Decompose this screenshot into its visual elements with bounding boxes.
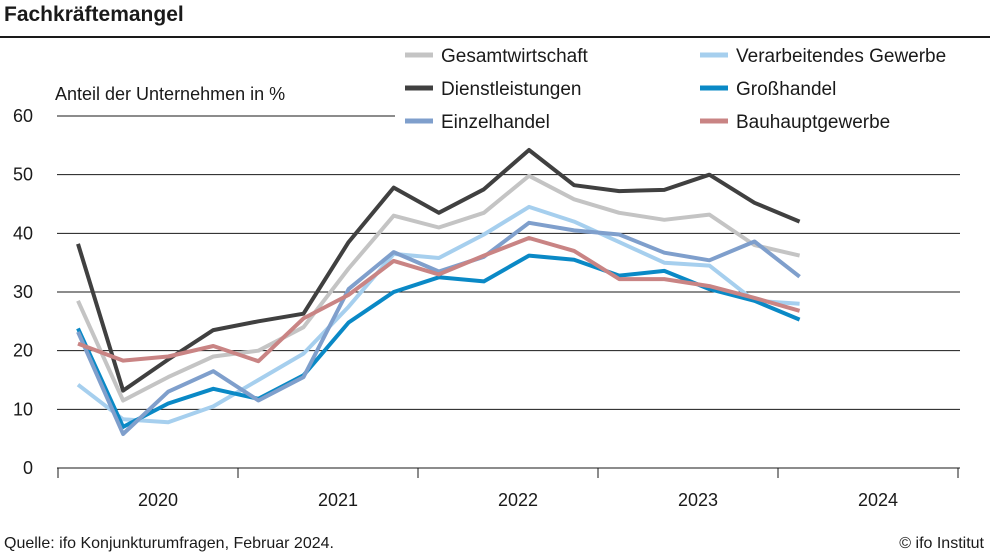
legend-label: Verarbeitendes Gewerbe — [736, 46, 946, 67]
legend-label: Großhandel — [736, 79, 836, 100]
legend-label: Einzelhandel — [441, 112, 550, 133]
source-note: Quelle: ifo Konjunkturumfragen, Februar … — [4, 535, 334, 552]
legend-label: Bauhauptgewerbe — [736, 112, 890, 133]
copyright-note: © ifo Institut — [899, 535, 984, 552]
y-axis-ticks: 0 10 20 30 40 50 60 — [13, 106, 33, 478]
chart-title: Fachkräftemangel — [4, 3, 184, 26]
y-tick-label: 30 — [13, 282, 33, 302]
y-tick-label: 60 — [13, 106, 33, 126]
y-tick-label: 50 — [13, 165, 33, 185]
line-chart: 0 10 20 30 40 50 60 2020 2021 2022 2023 2024 Gesam… — [13, 46, 960, 510]
series-line-verarbeitendes-gewerbe — [76, 204, 800, 425]
series-line-gesamtwirtschaft — [76, 173, 801, 403]
series-line-großhandel — [76, 253, 801, 429]
y-tick-label: 10 — [13, 399, 33, 419]
series-line-einzelhandel — [76, 220, 801, 436]
x-axis: 2020 2021 2022 2023 2024 — [57, 468, 959, 510]
y-tick-label: 0 — [23, 458, 33, 478]
legend-label: Dienstleistungen — [441, 79, 581, 100]
series-line-bauhauptgewerbe — [77, 236, 801, 364]
legend-label: Gesamtwirtschaft — [441, 46, 588, 67]
y-axis-label: Anteil der Unternehmen in % — [55, 84, 285, 104]
y-tick-label: 40 — [13, 223, 33, 243]
x-tick-label: 2024 — [858, 490, 898, 510]
series-line-dienstleistungen — [76, 148, 801, 393]
x-tick-label: 2020 — [138, 490, 178, 510]
x-tick-label: 2021 — [318, 490, 358, 510]
legend: Gesamtwirtschaft Verarbeitendes Gewerbe Di… — [405, 46, 946, 133]
title-divider — [0, 36, 990, 38]
series-lines — [76, 148, 801, 436]
y-tick-label: 20 — [13, 341, 33, 361]
x-tick-label: 2022 — [498, 490, 538, 510]
x-tick-label: 2023 — [678, 490, 718, 510]
